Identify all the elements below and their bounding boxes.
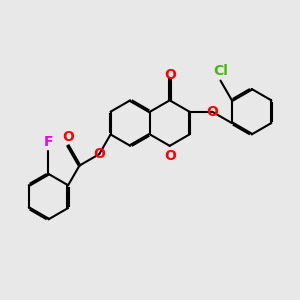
Text: O: O xyxy=(164,68,176,82)
Text: O: O xyxy=(206,105,218,119)
Text: Cl: Cl xyxy=(213,64,228,78)
Text: O: O xyxy=(93,147,105,161)
Text: O: O xyxy=(62,130,74,144)
Text: O: O xyxy=(164,148,176,163)
Text: F: F xyxy=(44,135,53,149)
